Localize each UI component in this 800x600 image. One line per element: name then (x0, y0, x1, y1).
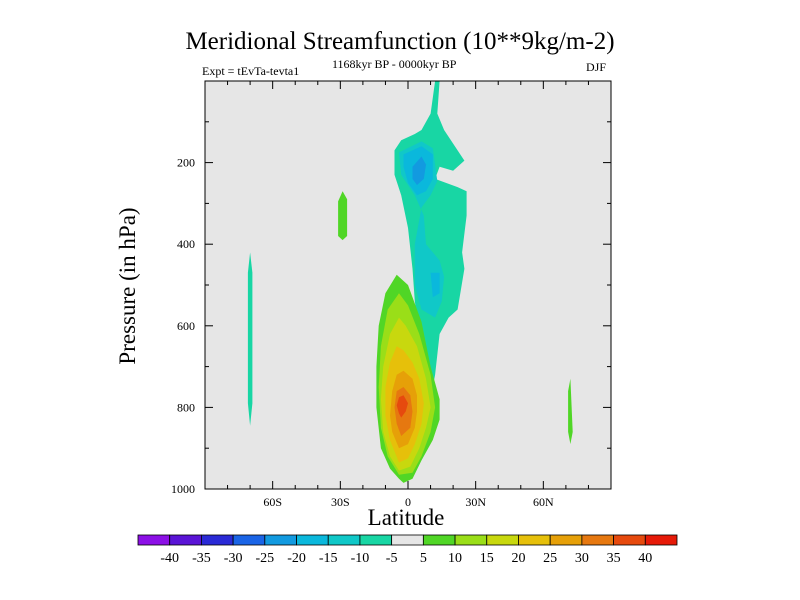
y-axis-label: Pressure (in hPa) (115, 207, 140, 365)
colorbar-label: -10 (351, 551, 370, 566)
colorbar-swatch (359, 534, 393, 546)
y-tick-label: 800 (177, 400, 195, 414)
contour-level-35-14 (396, 395, 408, 418)
contour-level-10-0 (338, 191, 348, 241)
colorbar-swatch (454, 534, 488, 546)
x-tick-label: 60N (533, 495, 554, 509)
contour-layer (247, 81, 573, 483)
colorbar-label: 15 (480, 551, 494, 566)
colorbar-label: 40 (638, 551, 652, 566)
x-tick-label: 0 (405, 495, 411, 509)
experiment-label: Expt = tEvTa-tevta1 (202, 64, 300, 78)
colorbar-label: -35 (192, 551, 211, 566)
x-axis-label: Latitude (367, 505, 445, 530)
x-tick-label: 60S (263, 495, 282, 509)
colorbar-label: 20 (511, 551, 525, 566)
time-range-label: 1168kyr BP - 0000kyr BP (332, 57, 457, 71)
y-tick-label: 400 (177, 237, 195, 251)
colorbar-swatch (518, 534, 551, 546)
colorbar-label: 35 (607, 551, 621, 566)
colorbar-swatch (486, 534, 519, 546)
y-tick-label: 600 (177, 319, 195, 333)
colorbar-label: -40 (160, 551, 179, 566)
chart-title: Meridional Streamfunction (10**9kg/m-2) (185, 28, 615, 55)
colorbar-swatch (613, 534, 646, 546)
y-tick-label: 200 (177, 156, 195, 170)
colorbar-swatch (201, 534, 234, 546)
colorbar-label: 25 (543, 551, 557, 566)
season-label: DJF (586, 60, 607, 74)
x-tick-label: 30N (465, 495, 486, 509)
axis-ticks: 60S 30S 0 30N 60N 200 400 600 800 1000 (171, 81, 611, 509)
colorbar-label: -20 (287, 551, 306, 566)
colorbar-swatch (581, 534, 614, 546)
colorbar-swatch (264, 534, 297, 546)
colorbar-label: -30 (224, 551, 243, 566)
colorbar-label: -25 (255, 551, 274, 566)
contour-level--5-2 (247, 252, 253, 426)
colorbar-swatch (422, 534, 456, 546)
colorbar-swatch (644, 534, 678, 546)
x-tick-label: 30S (331, 495, 350, 509)
contour-level-10-1 (568, 378, 573, 445)
colorbar-swatch (137, 534, 171, 546)
contour-level--15-6 (430, 272, 440, 298)
colorbar: -40 -35 -30 -25 -20 -15 -10 -5 5 10 15 20 25 30 35 40 (137, 534, 678, 566)
y-tick-label: 1000 (171, 482, 195, 496)
colorbar-label: 10 (448, 551, 462, 566)
colorbar-swatch (549, 534, 583, 546)
colorbar-swatch (296, 534, 329, 546)
colorbar-swatch (232, 534, 266, 546)
colorbar-label: -15 (319, 551, 338, 566)
colorbar-label: -5 (386, 551, 398, 566)
colorbar-label: 5 (420, 551, 427, 566)
contour-level--20-7 (412, 156, 426, 185)
colorbar-swatch (391, 534, 424, 546)
colorbar-swatch (327, 534, 361, 546)
plot-frame (204, 80, 612, 490)
colorbar-label: 30 (575, 551, 589, 566)
colorbar-swatch (169, 534, 202, 546)
